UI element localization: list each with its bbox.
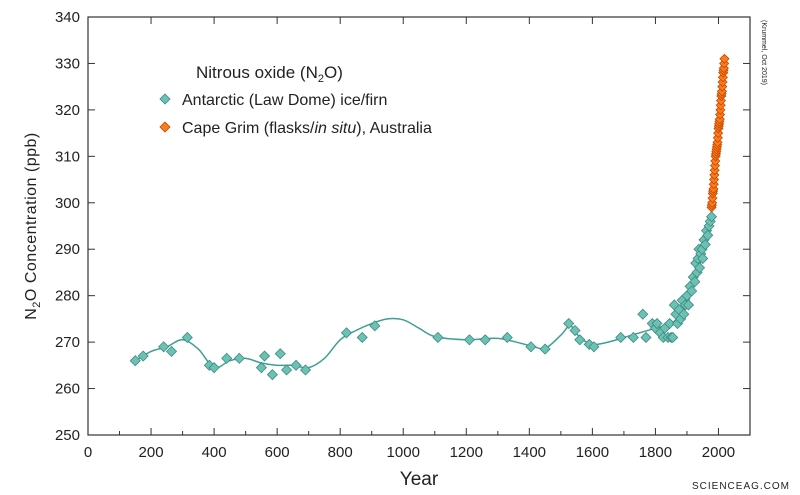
law-dome-point bbox=[563, 317, 575, 330]
y-tick-label: 300 bbox=[55, 195, 80, 212]
law-dome-point bbox=[233, 352, 245, 364]
law-dome-point bbox=[266, 369, 278, 381]
law-dome-point bbox=[258, 350, 271, 362]
law-dome-point bbox=[369, 320, 381, 332]
law-dome-point bbox=[221, 352, 233, 364]
law-dome-point bbox=[299, 364, 312, 376]
x-tick-label: 800 bbox=[328, 444, 353, 461]
watermark: SCIENCEAG.COM bbox=[692, 481, 790, 492]
law-dome-point bbox=[682, 299, 695, 311]
y-tick-label: 320 bbox=[55, 102, 80, 119]
law-dome-point bbox=[137, 350, 149, 362]
law-dome-point bbox=[640, 331, 652, 344]
law-dome-point bbox=[678, 308, 690, 320]
y-axis: 250 260 270 280 290 300 310 320 330 340 bbox=[55, 9, 750, 444]
law-dome-point bbox=[165, 345, 178, 357]
law-dome-point bbox=[290, 359, 302, 371]
law-dome-series bbox=[129, 211, 718, 381]
y-tick-label: 270 bbox=[55, 334, 80, 351]
x-tick-label: 200 bbox=[139, 444, 164, 461]
law-dome-point bbox=[255, 362, 267, 374]
credit-text: (Krummel, Oct 2019) bbox=[760, 20, 767, 85]
law-dome-point bbox=[501, 331, 513, 344]
law-dome-point bbox=[702, 229, 714, 241]
x-tick-label: 0 bbox=[84, 444, 92, 461]
law-dome-point bbox=[615, 331, 627, 344]
law-dome-point bbox=[463, 334, 476, 346]
y-tick-label: 280 bbox=[55, 288, 80, 305]
law-dome-point bbox=[651, 317, 663, 330]
law-dome-point bbox=[697, 252, 709, 265]
law-dome-point bbox=[574, 334, 586, 346]
y-axis-label: N2O Concentration (ppb) bbox=[23, 132, 43, 320]
y-tick-label: 260 bbox=[55, 381, 80, 398]
law-dome-point bbox=[569, 324, 581, 337]
law-dome-point bbox=[281, 364, 293, 376]
law-dome-point bbox=[667, 331, 679, 344]
x-tick-label: 1000 bbox=[387, 444, 420, 461]
law-dome-point bbox=[627, 331, 639, 344]
y-tick-label: 250 bbox=[55, 427, 80, 444]
law-dome-point bbox=[705, 211, 718, 223]
legend-marker-cape-grim bbox=[159, 121, 171, 133]
law-dome-point bbox=[356, 331, 368, 344]
law-dome-point bbox=[699, 239, 711, 251]
law-dome-point bbox=[664, 317, 676, 330]
law-dome-point bbox=[340, 327, 353, 339]
law-dome-point bbox=[539, 343, 551, 355]
y-tick-label: 290 bbox=[55, 241, 80, 258]
x-tick-label: 2000 bbox=[702, 444, 735, 461]
law-dome-point bbox=[686, 285, 698, 297]
law-dome-point bbox=[158, 341, 170, 353]
law-dome-point bbox=[479, 334, 491, 346]
law-dome-point bbox=[693, 262, 706, 274]
legend: Nitrous oxide (N2O) Antarctic (Law Dome)… bbox=[159, 63, 432, 137]
legend-entry-cape-grim: Cape Grim (flasks/in situ), Australia bbox=[182, 120, 432, 137]
legend-diamond-cape-grim bbox=[159, 121, 171, 133]
law-dome-point bbox=[208, 362, 220, 374]
y-tick-label: 340 bbox=[55, 9, 80, 26]
law-dome-point bbox=[637, 308, 649, 320]
x-tick-label: 1600 bbox=[576, 444, 609, 461]
law-dome-point bbox=[588, 341, 600, 353]
plot-frame bbox=[87, 16, 751, 436]
law-dome-point bbox=[689, 276, 701, 288]
y-tick-label: 310 bbox=[55, 148, 80, 165]
x-tick-label: 400 bbox=[202, 444, 227, 461]
cape-grim-series bbox=[706, 53, 730, 213]
y-tick-label: 330 bbox=[55, 55, 80, 72]
law-dome-point bbox=[274, 348, 286, 360]
legend-marker-law-dome bbox=[159, 93, 171, 105]
law-dome-point bbox=[129, 355, 141, 367]
x-tick-label: 1800 bbox=[639, 444, 672, 461]
x-tick-label: 1200 bbox=[450, 444, 483, 461]
legend-diamond-law-dome bbox=[159, 93, 171, 105]
x-axis: 0 200 400 600 800 1000 1200 1400 1600 1800 2000 bbox=[84, 17, 735, 461]
x-axis-label: Year bbox=[400, 469, 439, 490]
law-dome-point bbox=[432, 331, 444, 344]
x-tick-label: 1400 bbox=[513, 444, 546, 461]
legend-title: Nitrous oxide (N2O) bbox=[196, 63, 343, 85]
law-dome-point bbox=[525, 341, 537, 353]
law-dome-spline-line bbox=[134, 211, 713, 369]
cape-grim-point bbox=[719, 53, 730, 64]
legend-entry-law-dome: Antarctic (Law Dome) ice/firn bbox=[182, 92, 387, 109]
x-tick-label: 600 bbox=[265, 444, 290, 461]
law-dome-point bbox=[181, 331, 193, 344]
